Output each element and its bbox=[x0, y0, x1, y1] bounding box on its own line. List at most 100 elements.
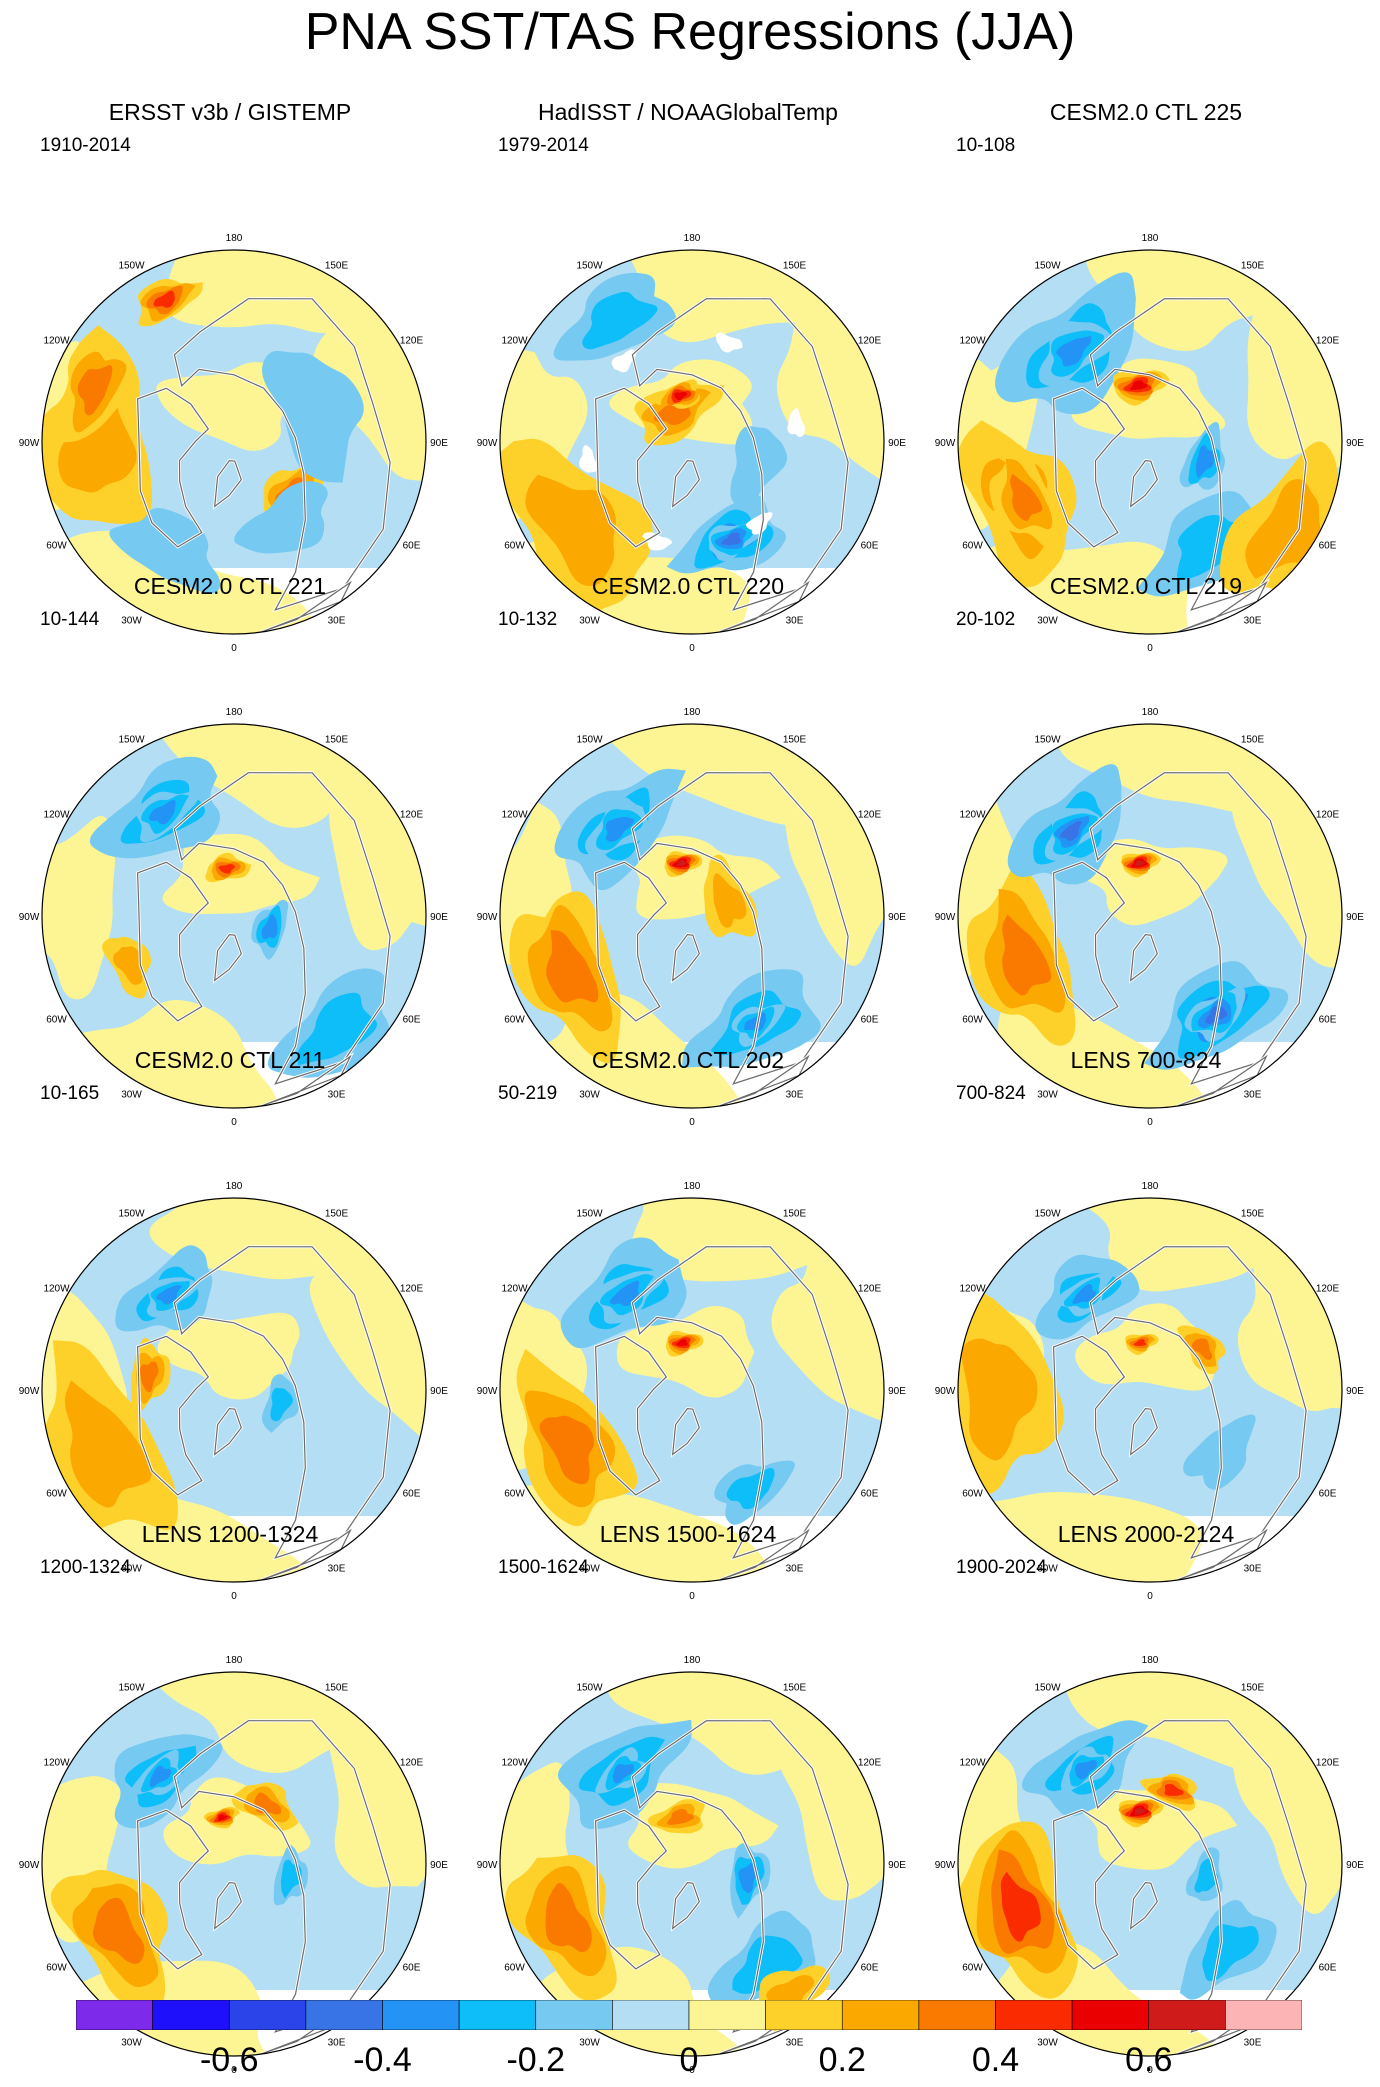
longitude-label: 90W bbox=[19, 438, 40, 449]
polar-map: 180 150E 120E 90E 60E 30E 0 30W 60W 90W 120W 150W bbox=[477, 233, 907, 654]
polar-map: 180 150E 120E 90E 60E 30E 0 30W 60W 90W 120W 150W bbox=[477, 707, 907, 1128]
longitude-label: 90W bbox=[19, 1860, 40, 1871]
panel-title: LENS 2000-2124 bbox=[1057, 1521, 1235, 1547]
contour-region bbox=[149, 1198, 404, 1280]
map-panel: ERSST v3b / GISTEMP 1910-2014 180 150E 120E 9… bbox=[0, 98, 460, 654]
contour-region bbox=[1072, 1283, 1096, 1304]
contour-region bbox=[150, 724, 378, 828]
contour-region bbox=[738, 1862, 758, 1894]
colorbar-box bbox=[1071, 1999, 1150, 2031]
colorbar-tick-label: -0.6 bbox=[199, 2041, 259, 2079]
longitude-label: 30E bbox=[786, 2038, 804, 2049]
contour-region bbox=[675, 1339, 688, 1346]
coastline bbox=[594, 861, 668, 1022]
panel-title: CESM2.0 CTL 220 bbox=[591, 573, 785, 599]
contour-region bbox=[609, 1280, 640, 1306]
longitude-label: 120E bbox=[400, 1284, 424, 1295]
missing-data-patch bbox=[611, 349, 637, 373]
contour-region bbox=[165, 250, 396, 334]
longitude-label: 60E bbox=[403, 1489, 421, 1500]
coastline bbox=[594, 1335, 668, 1496]
longitude-label: 180 bbox=[1142, 233, 1159, 244]
colorbar-box bbox=[382, 1999, 460, 2031]
longitude-label: 0 bbox=[1147, 1591, 1153, 1602]
coastline bbox=[1129, 1407, 1158, 1456]
longitude-label: 120W bbox=[43, 1284, 70, 1295]
contour-region bbox=[627, 835, 781, 920]
colorbar-box bbox=[305, 1999, 383, 2031]
longitude-label: 150E bbox=[1241, 1683, 1265, 1694]
longitude-label: 90E bbox=[888, 438, 906, 449]
longitude-label: 120W bbox=[959, 1284, 986, 1295]
contour-region bbox=[297, 992, 378, 1066]
contour-region bbox=[44, 1000, 283, 1108]
panel-period: 10-144 bbox=[40, 609, 100, 630]
longitude-label: 90E bbox=[430, 912, 448, 923]
contour-region bbox=[628, 1783, 779, 1869]
polar-map: 180 150E 120E 90E 60E 30E 0 30W 60W 90W 120W 150W bbox=[935, 233, 1365, 654]
colorbar-box bbox=[228, 1999, 307, 2031]
panel-period: 10-165 bbox=[40, 1083, 100, 1104]
coastline bbox=[1129, 1881, 1158, 1930]
contour-region bbox=[1237, 1228, 1342, 1412]
colorbar-box bbox=[688, 1999, 766, 2031]
longitude-label: 150W bbox=[1034, 735, 1061, 746]
coastline bbox=[594, 1809, 668, 1970]
longitude-label: 30E bbox=[1244, 616, 1262, 627]
longitude-label: 90E bbox=[430, 1386, 448, 1397]
longitude-label: 0 bbox=[689, 1591, 695, 1602]
map-panel: CESM2.0 CTL 221 10-144 180 150E 120E 90E 60E 30… bbox=[0, 572, 460, 1128]
contour-region bbox=[961, 1338, 1038, 1461]
map-panel: LENS 2000-2124 1900-2024 180 150E 120E 90E 60E… bbox=[916, 1520, 1376, 2076]
longitude-label: 90E bbox=[430, 1860, 448, 1871]
longitude-label: 150W bbox=[1034, 1209, 1061, 1220]
longitude-label: 90W bbox=[19, 912, 40, 923]
longitude-label: 120E bbox=[858, 1284, 882, 1295]
missing-data-patch bbox=[787, 408, 806, 437]
contour-region bbox=[157, 1312, 300, 1400]
longitude-label: 60E bbox=[1319, 1963, 1337, 1974]
contour-region bbox=[612, 1763, 634, 1784]
longitude-label: 60W bbox=[46, 541, 67, 552]
panel-title: CESM2.0 CTL 219 bbox=[1049, 573, 1243, 599]
longitude-label: 0 bbox=[231, 2065, 237, 2076]
contour-region bbox=[539, 1415, 595, 1485]
longitude-label: 120W bbox=[43, 336, 70, 347]
coastline bbox=[1129, 933, 1158, 982]
longitude-label: 30W bbox=[1037, 1564, 1058, 1575]
longitude-label: 0 bbox=[689, 643, 695, 654]
longitude-label: 30W bbox=[579, 616, 600, 627]
longitude-label: 90E bbox=[1346, 1386, 1364, 1397]
longitude-label: 60E bbox=[403, 1015, 421, 1026]
map-panel: LENS 1200-1324 1200-1324 180 150E 120E 90E 60E… bbox=[0, 1520, 460, 2076]
contour-region bbox=[506, 1946, 760, 2056]
contour-region bbox=[149, 799, 176, 825]
longitude-label: 30E bbox=[328, 2038, 346, 2049]
longitude-label: 150E bbox=[783, 735, 807, 746]
longitude-label: 150E bbox=[783, 1683, 807, 1694]
longitude-label: 30E bbox=[1244, 2038, 1262, 2049]
coastline bbox=[631, 772, 849, 1085]
coastline bbox=[136, 387, 210, 548]
panel-title: CESM2.0 CTL 202 bbox=[591, 1047, 785, 1073]
longitude-label: 0 bbox=[231, 1117, 237, 1128]
longitude-label: 30W bbox=[579, 2038, 600, 2049]
panel-period: 1500-1624 bbox=[498, 1557, 589, 1578]
longitude-label: 0 bbox=[231, 643, 237, 654]
longitude-label: 30W bbox=[121, 2038, 142, 2049]
missing-data-patch bbox=[579, 444, 598, 473]
colorbar-box bbox=[995, 1999, 1073, 2031]
longitude-label: 60W bbox=[962, 1963, 983, 1974]
coastline bbox=[594, 387, 668, 548]
longitude-label: 120W bbox=[43, 1758, 70, 1769]
longitude-label: 120E bbox=[1316, 1284, 1340, 1295]
longitude-label: 120W bbox=[501, 336, 528, 347]
longitude-label: 60W bbox=[504, 1015, 525, 1026]
longitude-label: 120E bbox=[400, 1758, 424, 1769]
coastline bbox=[213, 933, 242, 982]
contour-region bbox=[109, 507, 221, 594]
panel-title: CESM2.0 CTL 211 bbox=[134, 1047, 326, 1073]
longitude-label: 120E bbox=[1316, 810, 1340, 821]
contour-region bbox=[217, 1814, 229, 1821]
coastline bbox=[1052, 387, 1126, 548]
